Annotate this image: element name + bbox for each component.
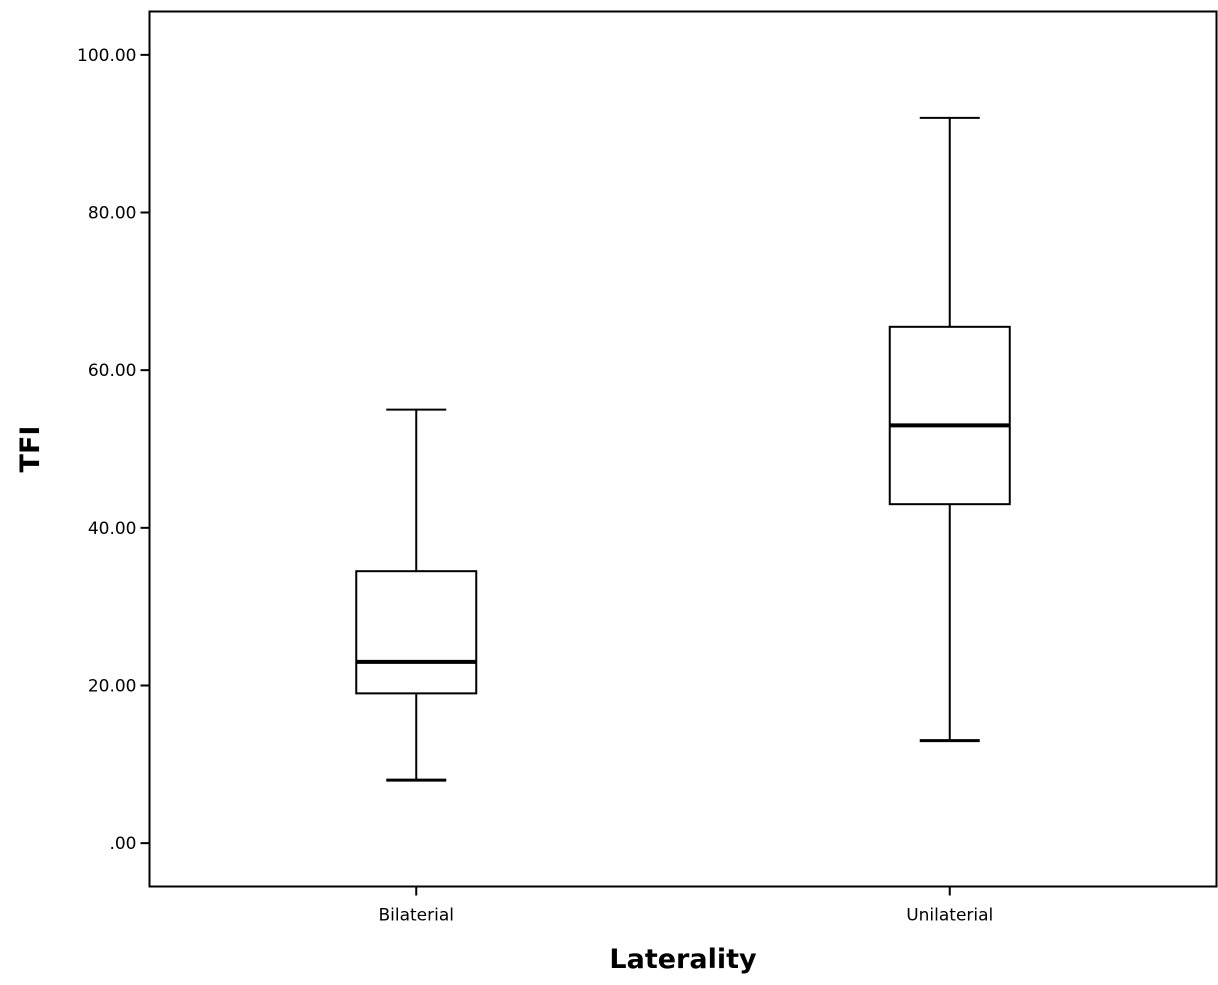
x-category-label: Unilaterial (906, 906, 993, 926)
y-axis-ticks: .00 20.00 40.00 60.00 80.00 100.00 (77, 46, 150, 854)
box-unilaterial (888, 116, 1011, 743)
x-category-label: Bilaterial (378, 906, 454, 926)
y-tick-label: 100.00 (77, 46, 136, 66)
y-tick-label: 60.00 (88, 361, 137, 381)
box-series (355, 116, 1011, 782)
y-tick-label: .00 (109, 834, 136, 854)
box-bilaterial (355, 408, 478, 782)
y-tick-label: 80.00 (88, 204, 137, 224)
x-axis-ticks: Bilaterial Unilaterial (378, 886, 993, 926)
iqr-box (355, 570, 478, 695)
x-axis-title: Laterality (609, 944, 757, 975)
plot-area-frame (148, 10, 1218, 888)
iqr-box (888, 325, 1011, 506)
y-tick-label: 20.00 (88, 676, 137, 696)
y-axis-title: TFI (15, 426, 46, 473)
y-tick-label: 40.00 (88, 519, 137, 539)
